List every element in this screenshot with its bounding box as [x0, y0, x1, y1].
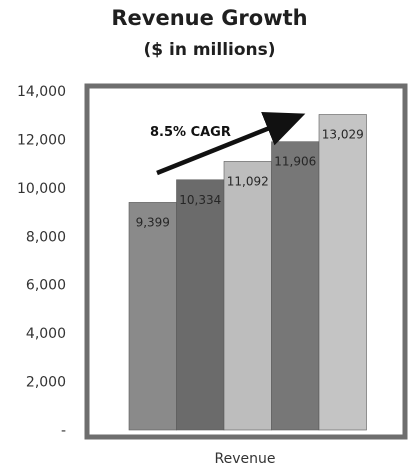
bars: [128, 114, 367, 431]
chart-title: Revenue Growth: [111, 6, 308, 30]
x-axis-label: Revenue: [215, 451, 276, 467]
bar-value-label: 11,906: [274, 155, 316, 169]
cagr-arrow: [156, 111, 306, 176]
y-tick-label: 2,000: [26, 375, 66, 391]
bar-value-label: 9,399: [136, 215, 170, 229]
bar: [318, 114, 367, 431]
y-tick-label: 12,000: [17, 132, 66, 148]
bar: [271, 141, 320, 431]
y-tick-label: 14,000: [17, 84, 66, 100]
bar: [176, 179, 225, 431]
y-tick-label: 6,000: [26, 278, 66, 294]
y-axis: - 2,000 4,000 6,000 8,000 10,000 12,000 14,000: [17, 84, 66, 439]
y-tick-label: 8,000: [26, 229, 66, 245]
chart-subtitle: ($ in millions): [143, 40, 276, 60]
y-tick-label: -: [61, 423, 66, 439]
y-tick-label: 10,000: [17, 181, 66, 197]
bar-value-label: 11,092: [227, 174, 269, 188]
bar: [223, 161, 272, 431]
bar-value-label: 10,334: [179, 193, 221, 207]
bar: [128, 202, 177, 431]
bar-value-label: 13,029: [322, 128, 364, 142]
y-tick-label: 4,000: [26, 326, 66, 342]
cagr-label: 8.5% CAGR: [150, 125, 231, 140]
bar-labels: 9,399 10,334 11,092 11,906 13,029: [136, 128, 364, 230]
